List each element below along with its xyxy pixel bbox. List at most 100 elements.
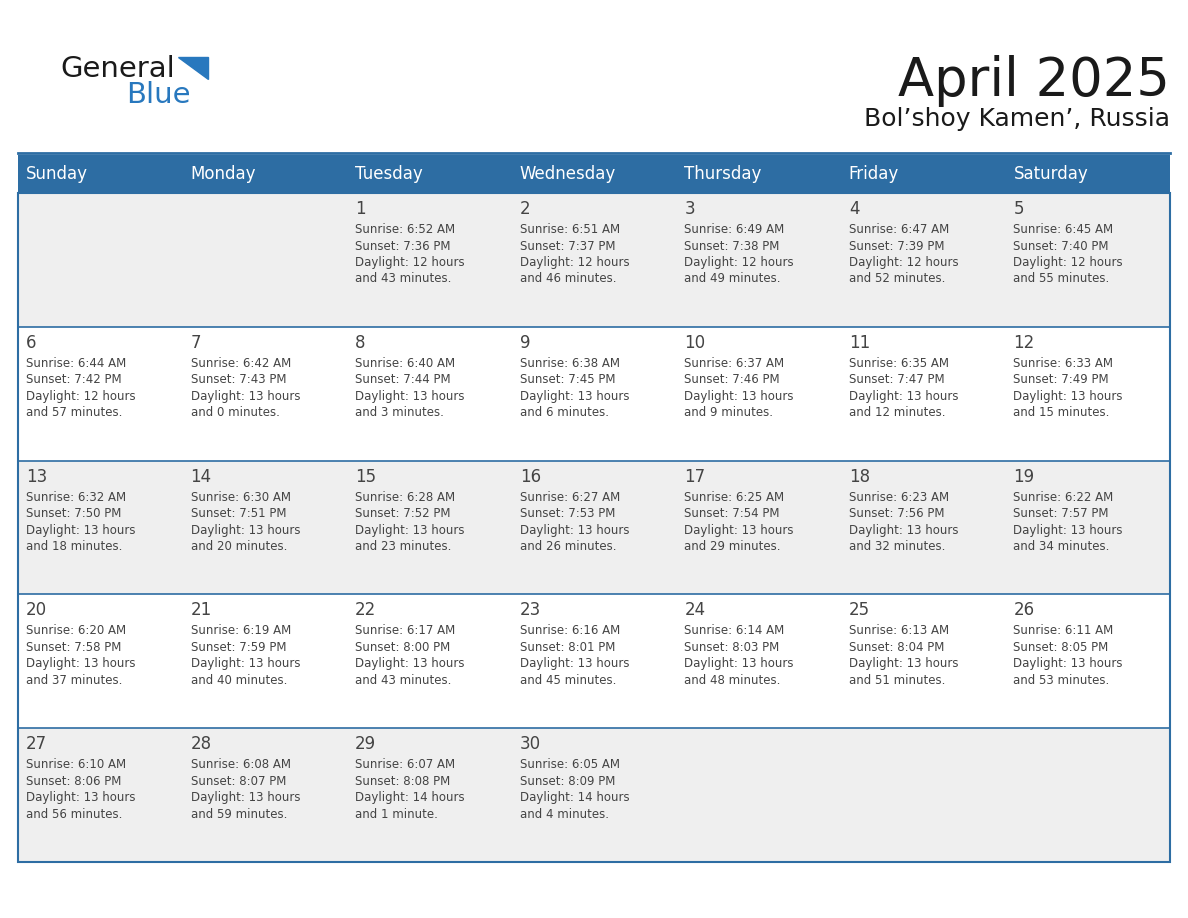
- Text: Sunrise: 6:05 AM: Sunrise: 6:05 AM: [519, 758, 620, 771]
- Text: 27: 27: [26, 735, 48, 753]
- Text: Daylight: 13 hours: Daylight: 13 hours: [519, 657, 630, 670]
- Bar: [676, 461, 841, 594]
- Text: Daylight: 13 hours: Daylight: 13 hours: [190, 657, 301, 670]
- Bar: [18, 461, 183, 594]
- Bar: [841, 728, 1005, 862]
- Text: and 59 minutes.: and 59 minutes.: [190, 808, 287, 821]
- Text: Sunset: 7:59 PM: Sunset: 7:59 PM: [190, 641, 286, 654]
- Text: and 51 minutes.: and 51 minutes.: [849, 674, 946, 687]
- Text: Daylight: 13 hours: Daylight: 13 hours: [684, 523, 794, 537]
- Text: 17: 17: [684, 467, 706, 486]
- Text: Sunset: 8:05 PM: Sunset: 8:05 PM: [1013, 641, 1108, 654]
- Text: 18: 18: [849, 467, 870, 486]
- Text: and 20 minutes.: and 20 minutes.: [190, 540, 287, 554]
- Text: Sunrise: 6:19 AM: Sunrise: 6:19 AM: [190, 624, 291, 637]
- Text: Daylight: 13 hours: Daylight: 13 hours: [1013, 390, 1123, 403]
- Text: Sunrise: 6:13 AM: Sunrise: 6:13 AM: [849, 624, 949, 637]
- Bar: [512, 728, 676, 862]
- Text: Thursday: Thursday: [684, 165, 762, 183]
- Bar: [18, 155, 1170, 193]
- Text: 30: 30: [519, 735, 541, 753]
- Bar: [347, 327, 512, 461]
- Text: Friday: Friday: [849, 165, 899, 183]
- Text: and 56 minutes.: and 56 minutes.: [26, 808, 122, 821]
- Text: 4: 4: [849, 200, 859, 218]
- Text: Sunrise: 6:10 AM: Sunrise: 6:10 AM: [26, 758, 126, 771]
- Text: Sunset: 7:46 PM: Sunset: 7:46 PM: [684, 374, 779, 386]
- Text: and 48 minutes.: and 48 minutes.: [684, 674, 781, 687]
- Text: Sunset: 7:40 PM: Sunset: 7:40 PM: [1013, 240, 1108, 252]
- Text: Sunrise: 6:27 AM: Sunrise: 6:27 AM: [519, 490, 620, 504]
- Text: Daylight: 13 hours: Daylight: 13 hours: [1013, 523, 1123, 537]
- Text: Sunset: 7:37 PM: Sunset: 7:37 PM: [519, 240, 615, 252]
- Text: Sunset: 7:58 PM: Sunset: 7:58 PM: [26, 641, 121, 654]
- Text: Sunrise: 6:47 AM: Sunrise: 6:47 AM: [849, 223, 949, 236]
- Text: 8: 8: [355, 334, 366, 352]
- Text: Sunset: 7:38 PM: Sunset: 7:38 PM: [684, 240, 779, 252]
- Text: April 2025: April 2025: [898, 55, 1170, 107]
- Text: Blue: Blue: [126, 81, 190, 109]
- Bar: [676, 594, 841, 728]
- Text: Sunset: 7:42 PM: Sunset: 7:42 PM: [26, 374, 121, 386]
- Text: Daylight: 13 hours: Daylight: 13 hours: [849, 523, 959, 537]
- Text: 20: 20: [26, 601, 48, 620]
- Text: Sunrise: 6:22 AM: Sunrise: 6:22 AM: [1013, 490, 1113, 504]
- Text: 22: 22: [355, 601, 377, 620]
- Text: Daylight: 13 hours: Daylight: 13 hours: [849, 390, 959, 403]
- Text: and 37 minutes.: and 37 minutes.: [26, 674, 122, 687]
- Text: and 32 minutes.: and 32 minutes.: [849, 540, 946, 554]
- Text: 11: 11: [849, 334, 870, 352]
- Bar: [183, 461, 347, 594]
- Bar: [512, 327, 676, 461]
- Text: 6: 6: [26, 334, 37, 352]
- Text: Sunrise: 6:42 AM: Sunrise: 6:42 AM: [190, 357, 291, 370]
- Text: 2: 2: [519, 200, 530, 218]
- Text: Daylight: 12 hours: Daylight: 12 hours: [355, 256, 465, 269]
- Text: Sunrise: 6:45 AM: Sunrise: 6:45 AM: [1013, 223, 1113, 236]
- Bar: [183, 594, 347, 728]
- Bar: [512, 594, 676, 728]
- Text: 26: 26: [1013, 601, 1035, 620]
- Text: Sunset: 8:03 PM: Sunset: 8:03 PM: [684, 641, 779, 654]
- Bar: [512, 461, 676, 594]
- Text: and 55 minutes.: and 55 minutes.: [1013, 273, 1110, 285]
- Text: and 29 minutes.: and 29 minutes.: [684, 540, 781, 554]
- Text: Daylight: 13 hours: Daylight: 13 hours: [190, 791, 301, 804]
- Text: Daylight: 13 hours: Daylight: 13 hours: [519, 523, 630, 537]
- Text: and 43 minutes.: and 43 minutes.: [355, 273, 451, 285]
- Text: Daylight: 13 hours: Daylight: 13 hours: [1013, 657, 1123, 670]
- Text: and 53 minutes.: and 53 minutes.: [1013, 674, 1110, 687]
- Text: Sunrise: 6:35 AM: Sunrise: 6:35 AM: [849, 357, 949, 370]
- Text: Daylight: 13 hours: Daylight: 13 hours: [519, 390, 630, 403]
- Text: Daylight: 13 hours: Daylight: 13 hours: [355, 523, 465, 537]
- Text: Sunset: 7:53 PM: Sunset: 7:53 PM: [519, 507, 615, 521]
- Bar: [1005, 327, 1170, 461]
- Text: 16: 16: [519, 467, 541, 486]
- Text: Sunrise: 6:38 AM: Sunrise: 6:38 AM: [519, 357, 620, 370]
- Text: and 15 minutes.: and 15 minutes.: [1013, 407, 1110, 420]
- Text: and 0 minutes.: and 0 minutes.: [190, 407, 279, 420]
- Text: 10: 10: [684, 334, 706, 352]
- Text: 29: 29: [355, 735, 377, 753]
- Text: Daylight: 12 hours: Daylight: 12 hours: [519, 256, 630, 269]
- Text: Sunset: 8:01 PM: Sunset: 8:01 PM: [519, 641, 615, 654]
- Bar: [841, 594, 1005, 728]
- Text: Daylight: 13 hours: Daylight: 13 hours: [684, 390, 794, 403]
- Text: Sunset: 7:52 PM: Sunset: 7:52 PM: [355, 507, 450, 521]
- Text: Sunset: 7:36 PM: Sunset: 7:36 PM: [355, 240, 450, 252]
- Text: Sunrise: 6:44 AM: Sunrise: 6:44 AM: [26, 357, 126, 370]
- Text: Sunset: 7:56 PM: Sunset: 7:56 PM: [849, 507, 944, 521]
- Text: Sunset: 7:45 PM: Sunset: 7:45 PM: [519, 374, 615, 386]
- Text: 13: 13: [26, 467, 48, 486]
- Bar: [676, 327, 841, 461]
- Text: Sunset: 8:08 PM: Sunset: 8:08 PM: [355, 775, 450, 788]
- Text: Daylight: 13 hours: Daylight: 13 hours: [849, 657, 959, 670]
- Text: Daylight: 13 hours: Daylight: 13 hours: [26, 657, 135, 670]
- Text: Daylight: 13 hours: Daylight: 13 hours: [355, 657, 465, 670]
- Text: Daylight: 12 hours: Daylight: 12 hours: [1013, 256, 1123, 269]
- Bar: [183, 728, 347, 862]
- Bar: [18, 728, 183, 862]
- Text: and 46 minutes.: and 46 minutes.: [519, 273, 617, 285]
- Text: Sunday: Sunday: [26, 165, 88, 183]
- Text: and 4 minutes.: and 4 minutes.: [519, 808, 608, 821]
